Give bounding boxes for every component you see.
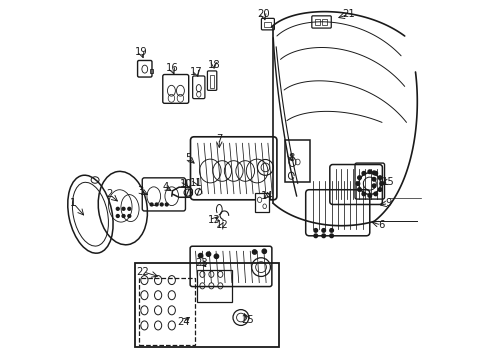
Text: 19: 19 [135,47,147,57]
Text: 15: 15 [381,177,394,187]
Bar [150,69,153,73]
Bar [314,19,320,25]
Text: 5: 5 [185,153,191,163]
Circle shape [321,229,325,232]
Text: 6: 6 [377,220,384,230]
Text: 3: 3 [137,186,143,196]
Text: 13: 13 [207,215,220,225]
Circle shape [321,234,325,238]
Circle shape [206,252,210,256]
Circle shape [198,253,203,258]
Circle shape [367,170,371,174]
Circle shape [371,184,375,188]
Circle shape [371,171,375,175]
Bar [255,193,268,212]
Circle shape [361,192,365,196]
Circle shape [127,215,130,217]
Circle shape [122,215,125,217]
Bar [139,278,195,345]
Circle shape [361,171,365,175]
Circle shape [155,203,158,206]
Circle shape [373,171,377,175]
Text: 22: 22 [136,267,149,277]
Bar [134,263,278,347]
Circle shape [329,234,333,238]
Text: 12: 12 [215,220,228,230]
Bar [285,140,309,182]
Text: 25: 25 [241,315,253,325]
Circle shape [165,203,168,206]
Circle shape [116,207,119,210]
Circle shape [122,207,125,210]
Circle shape [357,188,361,192]
Circle shape [357,176,361,180]
Circle shape [127,207,130,210]
Text: 8: 8 [287,153,294,163]
Text: 23: 23 [195,258,208,268]
Bar [197,270,232,302]
Text: 17: 17 [189,67,202,77]
Circle shape [160,203,163,206]
Circle shape [367,194,371,197]
Circle shape [150,203,153,206]
Text: 10: 10 [179,179,192,189]
Circle shape [214,254,218,258]
Text: 24: 24 [177,317,189,327]
Text: 2: 2 [106,189,112,199]
Circle shape [313,234,317,238]
Text: 21: 21 [342,9,355,19]
Circle shape [329,229,333,232]
Circle shape [262,249,266,253]
Text: 14: 14 [260,191,273,201]
Circle shape [371,177,375,181]
Circle shape [355,182,359,185]
Text: 7: 7 [216,134,222,144]
Text: 1: 1 [70,198,77,208]
Circle shape [378,188,381,192]
Bar [209,75,214,88]
Text: 4: 4 [162,182,168,192]
Circle shape [379,182,383,185]
Circle shape [378,176,381,180]
Text: 16: 16 [165,63,178,73]
Circle shape [313,229,317,232]
Circle shape [373,192,377,196]
Text: 20: 20 [256,9,269,19]
Text: 9: 9 [385,198,391,208]
Bar [321,19,326,25]
Text: 11: 11 [190,178,203,188]
Circle shape [252,250,256,254]
Bar [264,22,270,27]
Circle shape [116,215,119,217]
Text: 18: 18 [207,60,220,70]
